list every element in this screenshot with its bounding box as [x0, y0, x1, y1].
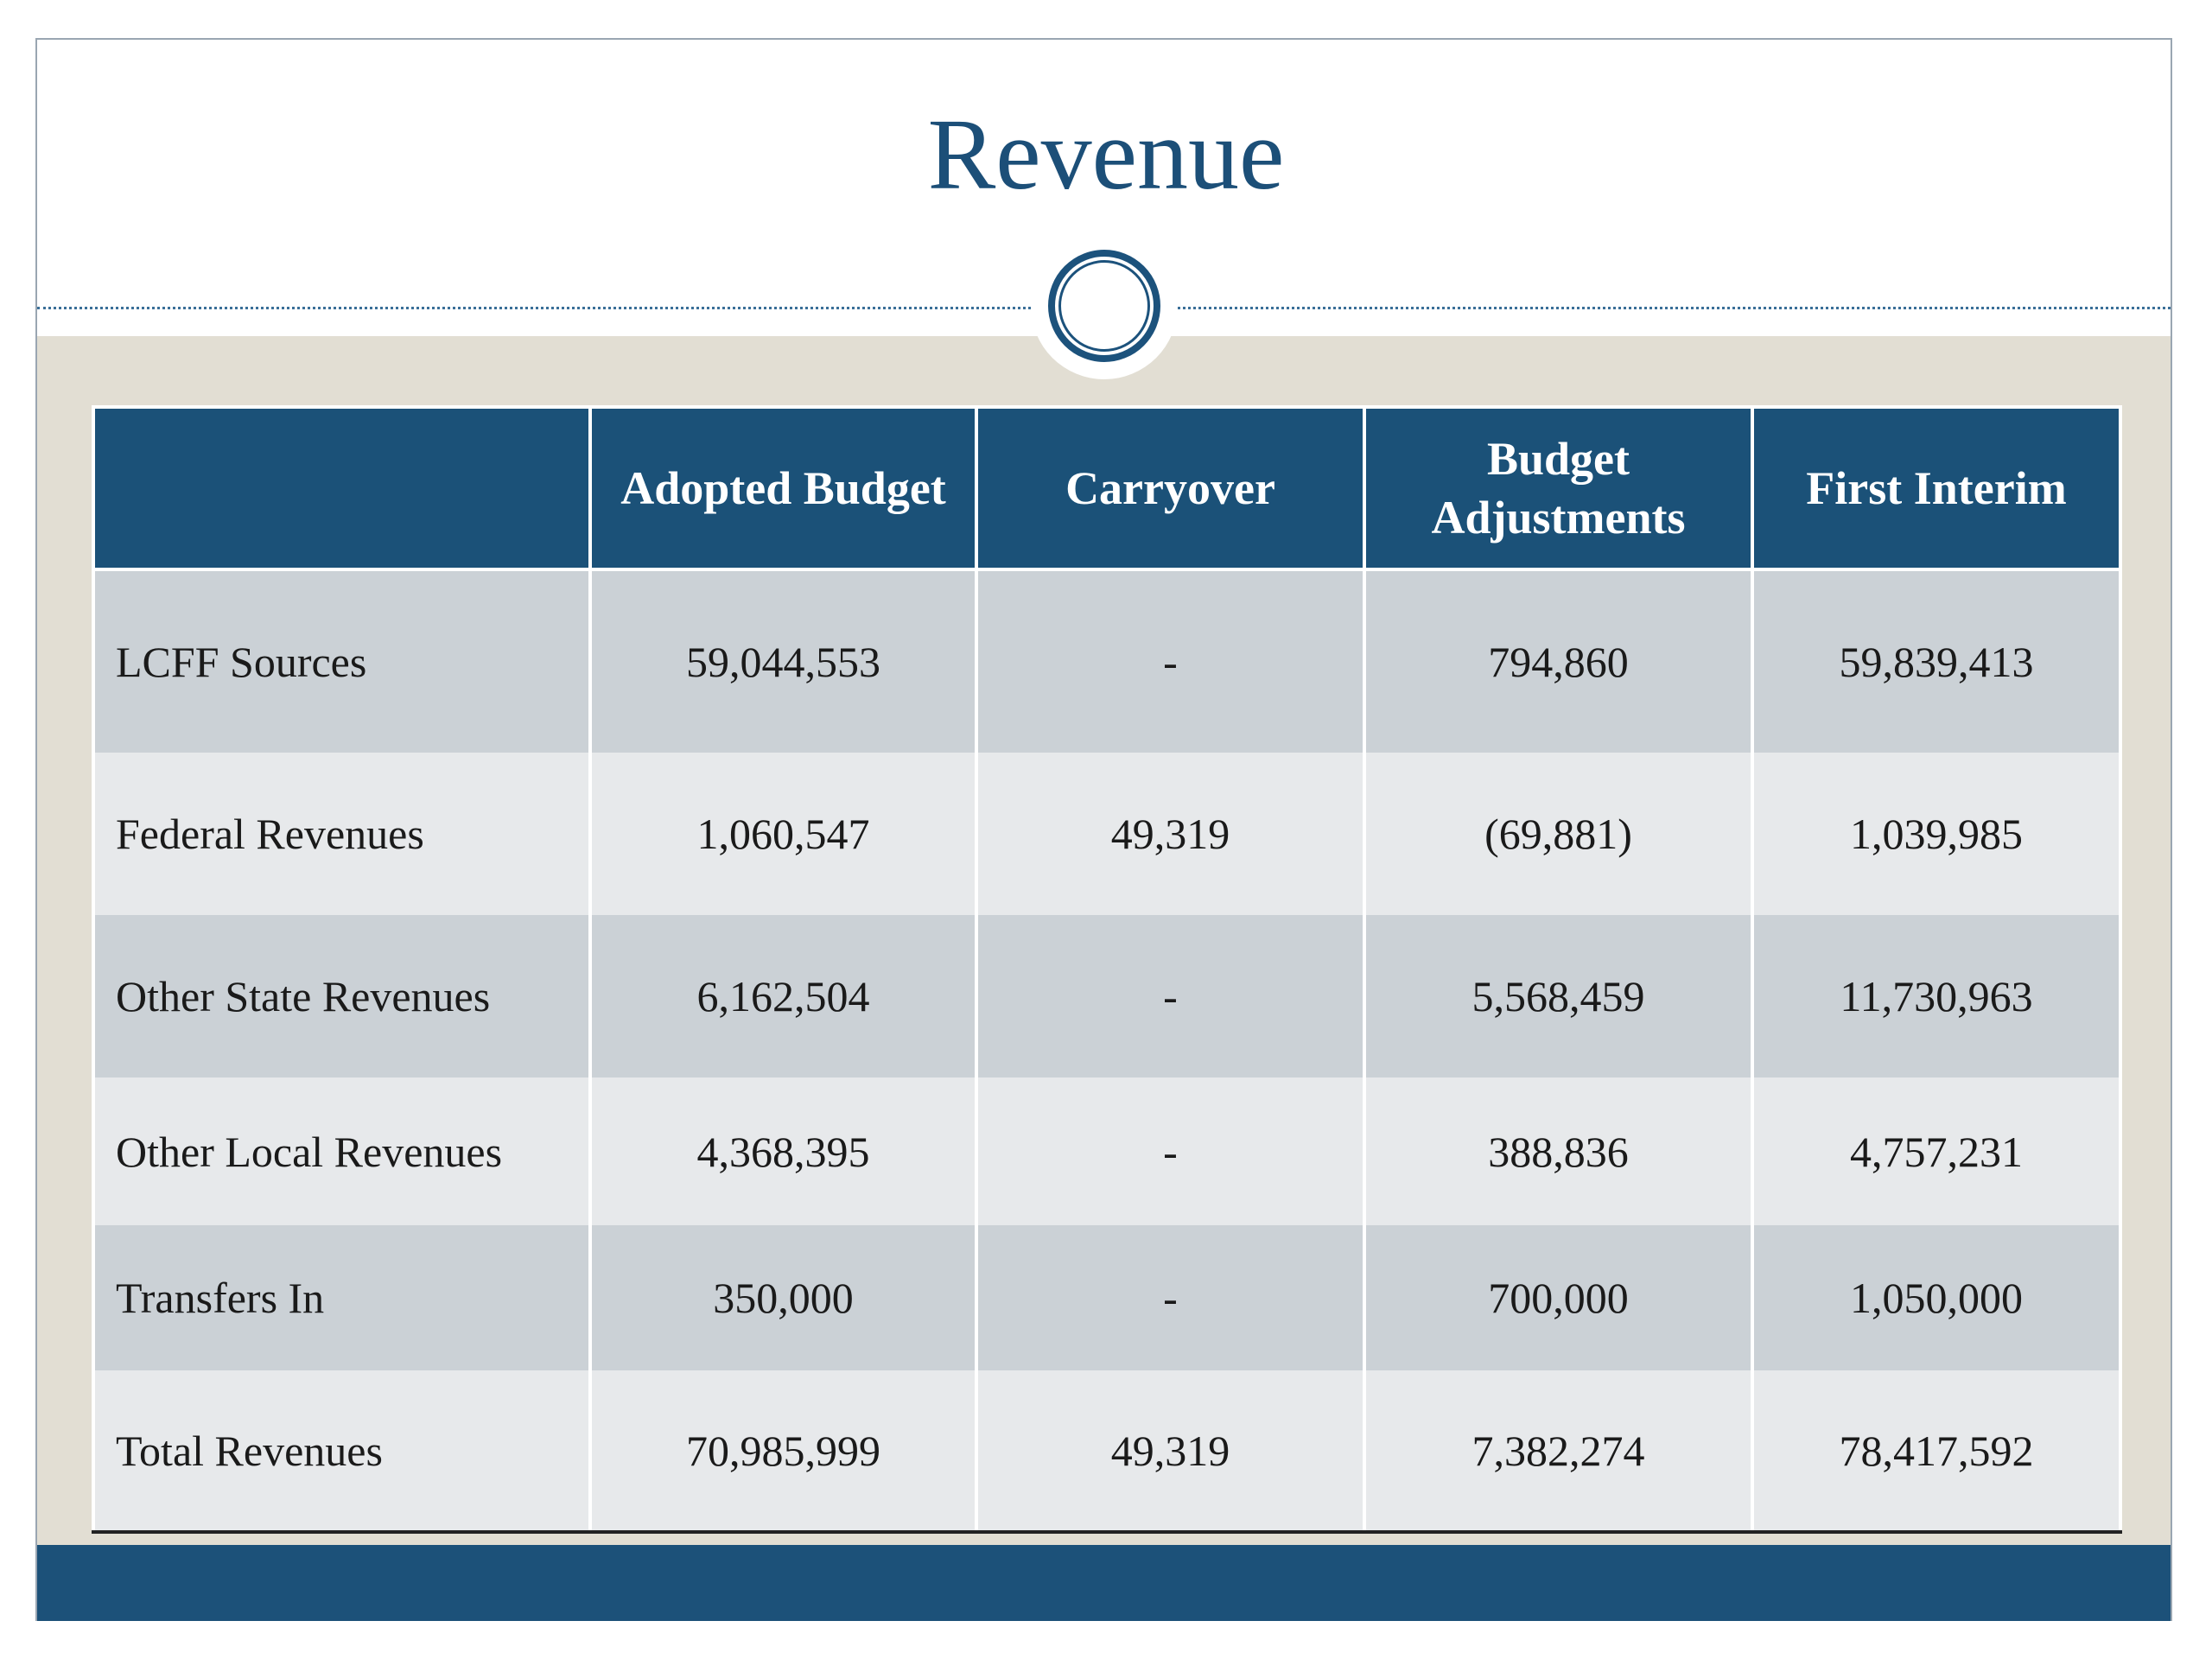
table-row: Transfers In 350,000-700,000 1,050,000	[92, 1225, 2122, 1370]
circle-ornament	[1048, 250, 1160, 362]
cell-value: 4,757,231	[1751, 1077, 2122, 1225]
row-label: Federal Revenues	[92, 753, 592, 915]
cell-value: 388,836	[1363, 1077, 1754, 1225]
header-cell: First Interim	[1751, 405, 2122, 571]
row-label: LCFF Sources	[92, 569, 592, 753]
row-label: Total Revenues	[92, 1370, 592, 1534]
table-row: Other Local Revenues 4,368,395-388,836 4,7…	[92, 1077, 2122, 1225]
row-label: Other State Revenues	[92, 915, 592, 1077]
row-label: Transfers In	[92, 1225, 592, 1370]
cell-value: 794,860	[1363, 569, 1754, 753]
cell-value: 11,730,963	[1751, 915, 2122, 1077]
dotted-rule	[37, 307, 1031, 309]
slide-title: Revenue	[927, 98, 1285, 211]
row-label: Other Local Revenues	[92, 1077, 592, 1225]
cell-value: 59,044,553	[588, 569, 978, 753]
dotted-rule	[1178, 307, 2171, 309]
cell-value: 78,417,592	[1751, 1370, 2122, 1534]
header-row: Adopted Budget Carryover Budget Adjustment…	[92, 405, 2122, 571]
cell-value: -	[975, 1077, 1366, 1225]
cell-value: 1,050,000	[1751, 1225, 2122, 1370]
revenue-table: Adopted Budget Carryover Budget Adjustment…	[92, 405, 2122, 1534]
cell-value: 700,000	[1363, 1225, 1754, 1370]
cell-value: 1,039,985	[1751, 753, 2122, 915]
cell-value: 59,839,413	[1751, 569, 2122, 753]
circle-ornament-inner	[1058, 260, 1150, 352]
table-row: LCFF Sources 59,044,553-794,860 59,839,413	[92, 569, 2122, 753]
header-cell: Budget Adjustments	[1363, 405, 1754, 571]
cell-value: 7,382,274	[1363, 1370, 1754, 1534]
cell-value: 49,319	[975, 753, 1366, 915]
cell-value: 6,162,504	[588, 915, 978, 1077]
cell-value: 70,985,999	[588, 1370, 978, 1534]
header-cell	[92, 405, 592, 571]
cell-value: 49,319	[975, 1370, 1366, 1534]
cell-value: -	[975, 915, 1366, 1077]
cell-value: 1,060,547	[588, 753, 978, 915]
table-row: Total Revenues 70,985,999 49,319 7,382,274 7…	[92, 1370, 2122, 1534]
header-cell: Carryover	[975, 405, 1366, 571]
cell-value: -	[975, 569, 1366, 753]
header-cell: Adopted Budget	[588, 405, 978, 571]
cell-value: 350,000	[588, 1225, 978, 1370]
cell-value: 4,368,395	[588, 1077, 978, 1225]
cell-value: 5,568,459	[1363, 915, 1754, 1077]
footer-bar	[37, 1545, 2171, 1621]
cell-value: (69,881)	[1363, 753, 1754, 915]
table-row: Federal Revenues 1,060,547 49,319 (69,881) 1…	[92, 753, 2122, 915]
table-row: Other State Revenues 6,162,504-5,568,459 1…	[92, 915, 2122, 1077]
cell-value: -	[975, 1225, 1366, 1370]
